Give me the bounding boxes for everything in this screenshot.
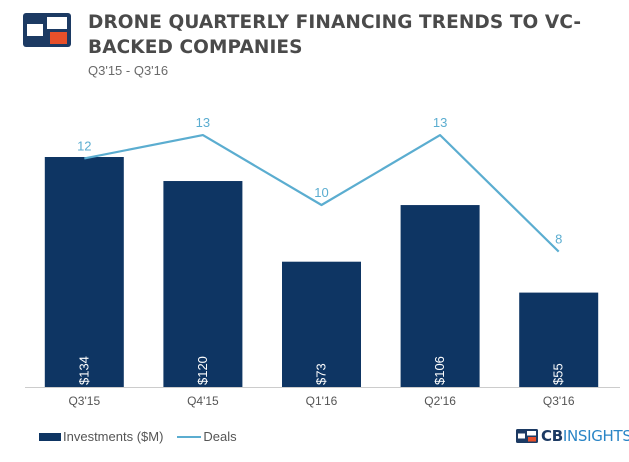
brand-text-insights: INSIGHTS — [562, 427, 629, 445]
category-label: Q1'16 — [306, 394, 338, 408]
bar-value-label: $73 — [314, 363, 329, 385]
deals-value-label: 13 — [433, 115, 447, 130]
cb-insights-logo-icon — [23, 13, 71, 47]
deals-value-label: 12 — [77, 138, 91, 153]
legend-deals-swatch — [177, 435, 202, 438]
deals-value-label: 10 — [314, 185, 328, 200]
bar-investments — [163, 181, 243, 387]
deals-line — [84, 134, 560, 253]
bar-value-label: $106 — [432, 356, 447, 385]
deals-value-label: 8 — [555, 232, 562, 247]
chart-title: DRONE QUARTERLY FINANCING TRENDS TO VC-B… — [88, 12, 582, 58]
bar-value-label: $120 — [195, 356, 210, 385]
category-label: Q4'15 — [187, 394, 219, 408]
bar-investments — [400, 205, 480, 387]
chart-subtitle: Q3'15 - Q3'16 — [88, 63, 169, 78]
legend-investments-swatch — [39, 432, 61, 441]
bar-investments — [282, 261, 361, 387]
category-label: Q3'16 — [543, 394, 575, 408]
brand-mark: CB INSIGHTS — [516, 427, 629, 445]
brand-logo-icon — [516, 429, 538, 443]
bar-investments — [519, 292, 599, 387]
deals-value-label: 13 — [196, 115, 210, 130]
legend-deals-label: Deals — [203, 429, 237, 444]
legend: Investments ($M) Deals — [39, 429, 237, 444]
bar-value-label: $134 — [76, 356, 91, 385]
bar-value-label: $55 — [551, 363, 566, 385]
bar-investments — [44, 157, 124, 387]
legend-investments-label: Investments ($M) — [63, 429, 164, 444]
category-label: Q3'15 — [68, 394, 100, 408]
brand-text-cb: CB — [541, 427, 563, 445]
category-label: Q2'16 — [424, 394, 456, 408]
